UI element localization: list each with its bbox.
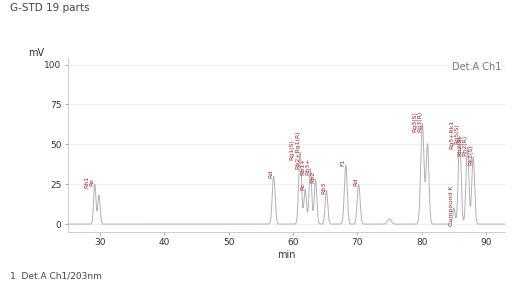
Text: Rh1
Re: Rh1 Re (84, 176, 95, 188)
Text: Rg5+Rk1
Rg5(S): Rg5+Rk1 Rg5(S) (449, 119, 460, 149)
Text: Det.A Ch1: Det.A Ch1 (452, 62, 501, 72)
Text: Rd: Rd (354, 178, 358, 186)
Text: Rb2: Rb2 (311, 171, 316, 183)
Text: Rg3(S)
Rg3(R): Rg3(S) Rg3(R) (412, 111, 423, 132)
Text: Rg1(S)
Rb2+Rg1(R): Rg1(S) Rb2+Rg1(R) (290, 130, 300, 169)
Text: Rb1+
Rb3+: Rb1+ Rb3+ (300, 157, 311, 175)
Text: mV: mV (28, 48, 44, 58)
Text: Rh2(S)
Rh2(R): Rh2(S) Rh2(R) (457, 134, 467, 156)
Text: Rd: Rd (269, 170, 274, 178)
Text: F1: F1 (341, 159, 346, 166)
Text: 1  Det.A Ch1/203nm: 1 Det.A Ch1/203nm (10, 271, 102, 280)
Text: Rb3: Rb3 (321, 182, 327, 194)
Text: Rk2(S): Rk2(S) (468, 144, 473, 165)
Text: Compound K: Compound K (449, 186, 454, 226)
Text: Rc: Rc (300, 183, 305, 190)
Text: G-STD 19 parts: G-STD 19 parts (10, 3, 90, 13)
X-axis label: min: min (277, 250, 296, 260)
